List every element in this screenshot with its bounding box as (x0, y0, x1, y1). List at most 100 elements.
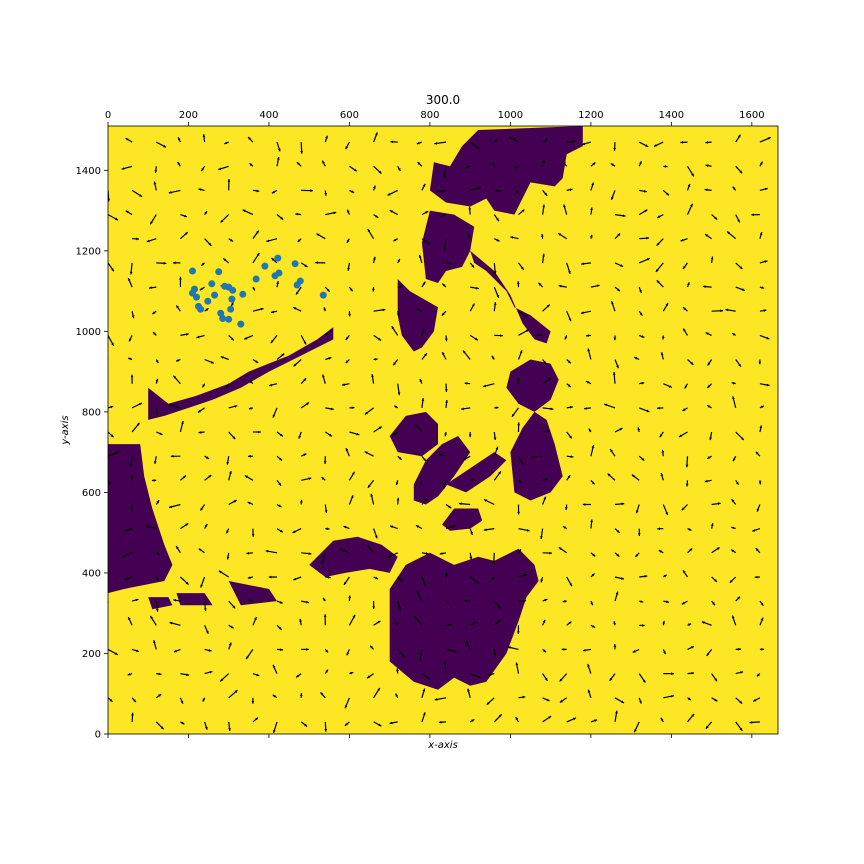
quiver-arrow (470, 186, 481, 191)
quiver-arrow (462, 350, 471, 360)
scatter-point (237, 320, 245, 328)
quiver-arrow (590, 624, 596, 629)
quiver-arrow (583, 407, 591, 410)
quiver-arrow (438, 453, 447, 457)
land-shape (429, 126, 583, 215)
quiver-arrow (610, 190, 616, 201)
quiver-arrow (301, 477, 312, 481)
quiver-arrow (493, 262, 497, 275)
quiver-arrow (343, 525, 350, 530)
quiver-arrow (168, 189, 181, 194)
quiver-arrow (301, 552, 312, 555)
quiver-arrow (684, 383, 689, 389)
quiver-arrow (590, 444, 595, 457)
quiver-arrow (121, 552, 133, 558)
quiver-arrow (542, 697, 550, 702)
quiver-arrow (179, 420, 184, 433)
quiver-arrow (494, 189, 502, 193)
quiver-arrow (168, 503, 181, 509)
quiver-arrow (169, 621, 181, 626)
quiver-arrow (434, 697, 447, 701)
quiver-arrow (678, 431, 688, 438)
quiver-arrow (655, 262, 664, 273)
quiver-arrow (443, 238, 447, 251)
quiver-arrow (638, 334, 645, 338)
quiver-arrow (127, 357, 133, 361)
quiver-arrow (200, 262, 205, 267)
quiver-arrow (198, 188, 205, 191)
quiver-arrow (590, 161, 596, 167)
quiver-arrow (366, 673, 374, 679)
x-tick-label: 1400 (659, 110, 684, 121)
quiver-arrow (131, 422, 140, 433)
quiver-arrow (565, 504, 568, 510)
quiver-arrow (614, 710, 618, 723)
quiver-arrow (389, 209, 398, 216)
quiver-arrow (252, 189, 260, 193)
quiver-arrow (657, 214, 664, 219)
quiver-arrow (373, 576, 379, 580)
quiver-arrow (711, 309, 724, 313)
quiver-arrow (421, 238, 431, 246)
quiver-arrow (200, 504, 206, 511)
quiver-arrow (441, 310, 447, 317)
quiver-arrow (421, 688, 426, 698)
quiver-arrow (566, 140, 575, 143)
quiver-arrow (614, 552, 620, 558)
quiver-arrow (613, 335, 617, 341)
quiver-arrow (711, 673, 718, 682)
quiver-arrow (204, 670, 213, 675)
quiver-arrow (295, 212, 302, 216)
x-tick-label: 600 (340, 110, 359, 121)
quiver-arrow (156, 261, 167, 265)
quiver-arrow (540, 576, 544, 583)
quiver-arrow (108, 311, 109, 312)
quiver-arrow (108, 358, 109, 360)
quiver-arrow (517, 281, 520, 288)
y-tick-label: 1400 (76, 166, 101, 177)
quiver-arrow (248, 379, 254, 385)
quiver-arrow (613, 644, 617, 650)
quiver-arrow (324, 328, 333, 336)
quiver-arrow (541, 233, 544, 239)
quiver-arrow (755, 547, 761, 554)
quiver-arrow (514, 190, 519, 195)
quiver-arrow (735, 214, 741, 223)
quiver-arrow (445, 623, 452, 627)
quiver-arrow (662, 504, 669, 516)
quiver-arrow (324, 721, 328, 732)
quiver-arrow (638, 286, 642, 294)
y-tick-label: 800 (82, 407, 101, 418)
quiver-arrow (297, 238, 302, 243)
quiver-arrow (729, 576, 737, 584)
quiver-arrow (204, 648, 212, 652)
quiver-arrow (276, 431, 284, 437)
scatter-point (208, 280, 216, 288)
quiver-arrow (735, 134, 742, 143)
quiver-arrow (145, 525, 157, 530)
quiver-arrow (610, 163, 616, 167)
quiver-arrow (196, 334, 205, 339)
quiver-arrow (323, 307, 327, 312)
land-shape (228, 581, 277, 606)
quiver-arrow (415, 424, 423, 433)
quiver-arrow (566, 431, 573, 439)
quiver-arrow (146, 238, 157, 243)
quiver-arrow (759, 383, 770, 387)
quiver-arrow (418, 254, 423, 264)
quiver-arrow (156, 431, 163, 436)
quiver-arrow (609, 448, 616, 457)
quiver-arrow (493, 471, 502, 481)
quiver-arrow (367, 228, 375, 240)
land-shape (389, 548, 539, 690)
quiver-arrow (639, 600, 644, 603)
quiver-arrow (445, 383, 448, 393)
quiver-arrow (367, 545, 375, 554)
y-tick-label: 400 (82, 568, 101, 579)
quiver-arrow (416, 308, 423, 312)
quiver-arrow (445, 262, 452, 265)
quiver-arrow (271, 189, 278, 194)
quiver-arrow (228, 470, 232, 481)
scatter-point (274, 254, 282, 262)
quiver-arrow (509, 136, 519, 143)
